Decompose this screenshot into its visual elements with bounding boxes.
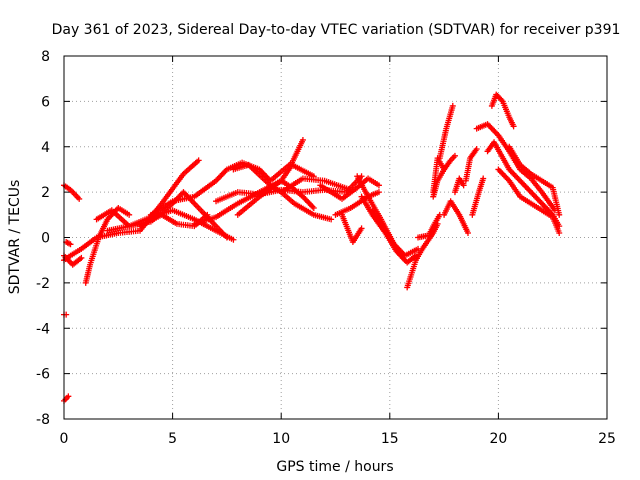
data-point xyxy=(67,241,74,248)
series-arc33 xyxy=(495,166,563,236)
series-arc15 xyxy=(317,175,382,202)
data-point xyxy=(195,157,202,164)
series-arc9 xyxy=(147,136,306,218)
data-point xyxy=(375,182,382,189)
series-arc13 xyxy=(234,161,317,218)
data-point xyxy=(510,123,517,130)
series-arc24 xyxy=(430,155,448,196)
series-arc27 xyxy=(451,175,467,196)
y-tick-label: -6 xyxy=(36,367,50,383)
data-points xyxy=(61,91,563,404)
data-point xyxy=(230,236,237,243)
data-point xyxy=(299,136,306,143)
series-arc32 xyxy=(484,139,563,230)
y-tick-label: -8 xyxy=(36,412,50,428)
data-point xyxy=(473,146,480,153)
series-arc1 xyxy=(61,182,83,202)
axis-ticks xyxy=(63,55,608,420)
plot-frame xyxy=(63,55,608,420)
data-point xyxy=(65,393,72,400)
series-arc22 xyxy=(415,211,443,241)
x-tick-label: 25 xyxy=(598,431,616,447)
series-arc3 xyxy=(61,252,85,268)
data-point xyxy=(460,182,467,189)
data-point xyxy=(328,216,335,223)
data-point xyxy=(310,173,317,180)
y-tick-label: 0 xyxy=(41,231,50,247)
data-point xyxy=(556,211,563,218)
series-arc29 xyxy=(469,175,487,218)
x-tick-label: 10 xyxy=(272,431,290,447)
series-arc14 xyxy=(278,189,335,223)
data-point xyxy=(78,254,85,261)
series-arc12 xyxy=(230,161,354,196)
data-point xyxy=(358,225,365,232)
series-arc17 xyxy=(339,211,365,246)
y-axis-label: SDTVAR / TECUs xyxy=(7,180,23,295)
series-arc20 xyxy=(369,207,422,259)
x-tick-label: 15 xyxy=(381,431,399,447)
data-point xyxy=(204,211,211,218)
series-arc34 xyxy=(506,143,563,218)
data-point xyxy=(375,189,382,196)
series-arc36 xyxy=(61,393,72,404)
series-arc4 xyxy=(63,239,74,248)
data-point xyxy=(556,229,563,236)
data-point xyxy=(310,205,317,212)
data-point xyxy=(126,211,133,218)
series-arc31 xyxy=(488,91,517,130)
series-arc21 xyxy=(404,220,441,291)
y-tick-label: 2 xyxy=(41,185,50,201)
tick-labels: 0 5 10 15 20 25 -8 -6 -4 -2 0 2 4 6 8 xyxy=(36,49,616,447)
series-arc2 xyxy=(61,157,202,264)
chart-title: Day 361 of 2023, Sidereal Day-to-day VTE… xyxy=(52,22,621,38)
series-arc30 xyxy=(473,121,558,214)
data-point xyxy=(464,229,471,236)
y-tick-label: -4 xyxy=(36,321,50,337)
data-point xyxy=(76,195,83,202)
series-arc35 xyxy=(61,311,70,318)
series-arc26 xyxy=(441,198,471,236)
series-arc25 xyxy=(436,102,456,162)
y-tick-label: 6 xyxy=(41,94,50,110)
data-point xyxy=(441,166,448,173)
y-tick-label: 8 xyxy=(41,49,50,65)
series-arc28 xyxy=(462,146,480,184)
x-tick-label: 20 xyxy=(489,431,507,447)
x-tick-label: 5 xyxy=(168,431,177,447)
data-point xyxy=(480,175,487,182)
x-axis-label: GPS time / hours xyxy=(276,459,393,475)
y-tick-label: 4 xyxy=(41,140,50,156)
data-point xyxy=(449,102,456,109)
x-tick-label: 0 xyxy=(60,431,69,447)
data-point xyxy=(451,152,458,159)
y-tick-label: -2 xyxy=(36,276,50,292)
grid-lines xyxy=(64,56,607,419)
